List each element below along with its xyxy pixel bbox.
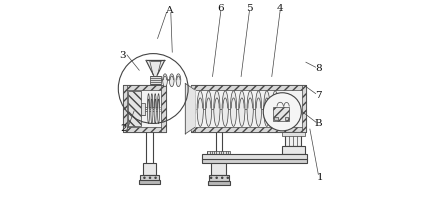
Bar: [207, 151, 230, 163]
Text: 6: 6: [218, 4, 224, 13]
Bar: [274, 106, 289, 121]
Bar: [202, 159, 307, 163]
Bar: [143, 163, 156, 175]
Ellipse shape: [222, 91, 228, 126]
Ellipse shape: [230, 91, 237, 126]
Bar: [123, 85, 127, 132]
Text: 8: 8: [315, 64, 321, 73]
Ellipse shape: [272, 91, 278, 126]
Text: 7: 7: [315, 91, 321, 100]
Bar: [302, 85, 305, 132]
Ellipse shape: [151, 94, 153, 124]
Ellipse shape: [255, 91, 262, 126]
Text: 1: 1: [317, 173, 324, 182]
Bar: [123, 85, 166, 90]
Polygon shape: [185, 83, 195, 134]
Polygon shape: [146, 60, 165, 76]
Bar: [128, 91, 141, 126]
Bar: [141, 103, 145, 115]
Text: 5: 5: [246, 4, 253, 13]
Ellipse shape: [158, 94, 160, 124]
Bar: [202, 154, 307, 160]
Bar: [285, 132, 301, 146]
Ellipse shape: [197, 91, 203, 126]
Ellipse shape: [154, 94, 156, 124]
Ellipse shape: [147, 94, 150, 124]
Ellipse shape: [163, 74, 167, 87]
Ellipse shape: [170, 74, 174, 87]
Text: 4: 4: [277, 4, 284, 13]
Text: 2: 2: [120, 124, 127, 133]
Ellipse shape: [239, 91, 245, 126]
Bar: [209, 175, 229, 181]
Ellipse shape: [264, 91, 270, 126]
Bar: [150, 76, 161, 84]
Bar: [282, 132, 305, 136]
Bar: [282, 146, 305, 154]
Bar: [211, 162, 226, 175]
Circle shape: [263, 93, 301, 131]
Text: 3: 3: [119, 51, 126, 60]
Bar: [285, 117, 288, 120]
Bar: [191, 85, 195, 132]
Bar: [139, 180, 160, 184]
Bar: [161, 85, 166, 132]
Bar: [123, 127, 166, 132]
Ellipse shape: [176, 74, 181, 87]
Bar: [208, 181, 230, 185]
Bar: [191, 85, 305, 90]
Text: B: B: [314, 119, 322, 128]
Bar: [191, 127, 305, 132]
Bar: [191, 85, 305, 132]
Ellipse shape: [206, 91, 212, 126]
Text: A: A: [165, 6, 173, 15]
Bar: [140, 175, 159, 181]
Bar: [123, 85, 166, 132]
Bar: [274, 117, 278, 120]
Ellipse shape: [247, 91, 254, 126]
Ellipse shape: [214, 91, 220, 126]
